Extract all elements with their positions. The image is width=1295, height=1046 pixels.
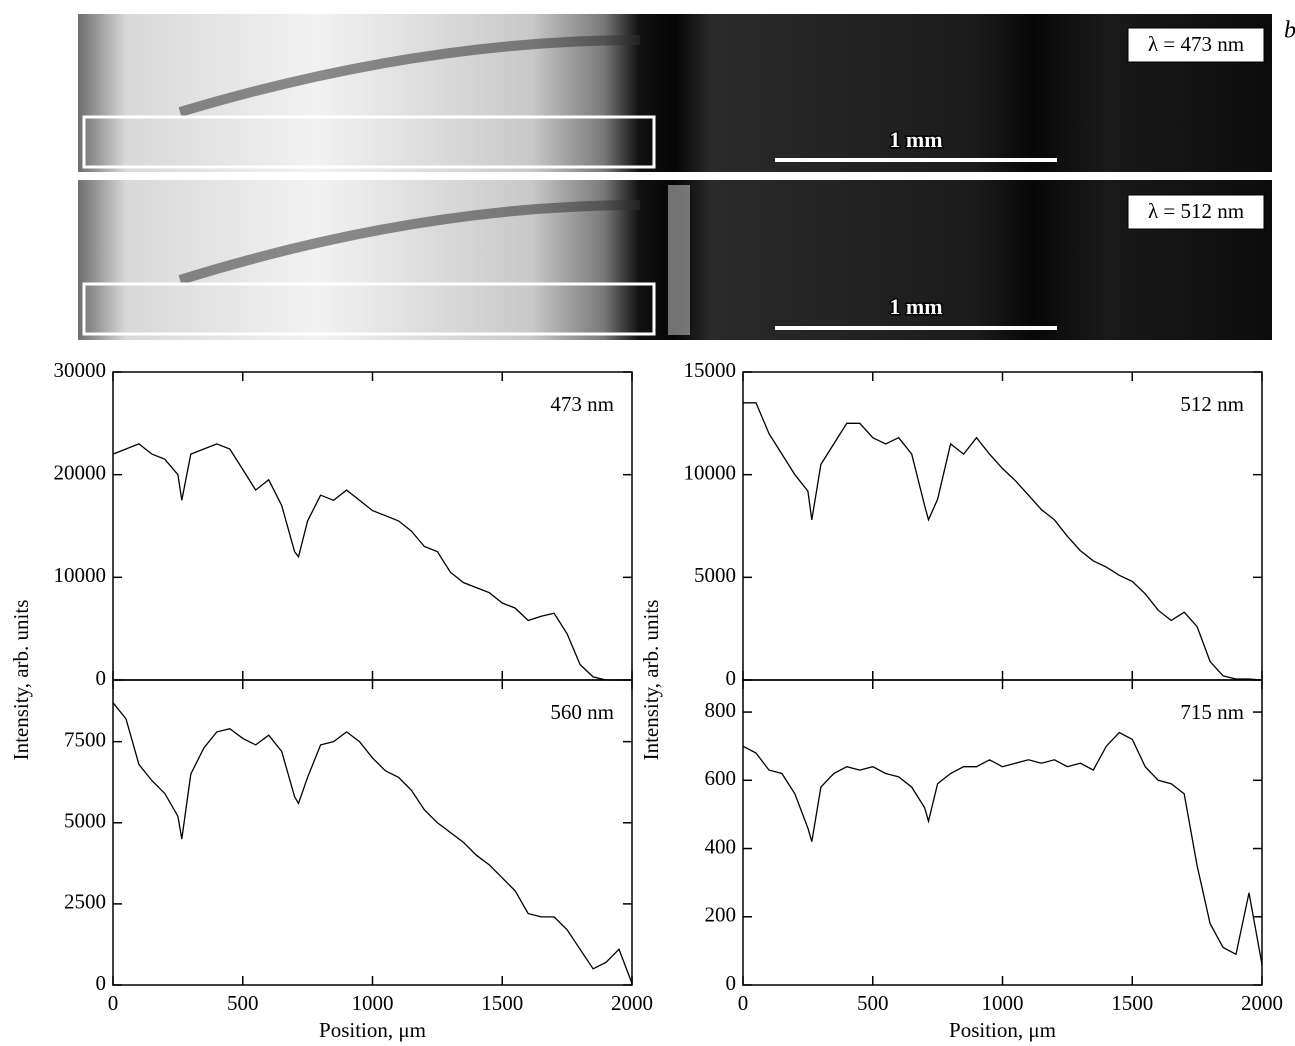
- annotation: 512 nm: [1180, 392, 1244, 416]
- y-axis-label: Intensity, arb. units: [639, 600, 663, 761]
- y-tick-label: 5000: [694, 563, 736, 587]
- y-tick-label: 2500: [64, 890, 106, 914]
- y-tick-label: 20000: [54, 460, 107, 484]
- x-tick-label: 1500: [1111, 991, 1153, 1015]
- x-tick-label: 2000: [1241, 991, 1283, 1015]
- plot-frame: [742, 371, 1263, 681]
- y-tick-label: 10000: [684, 460, 737, 484]
- data-line: [742, 731, 1263, 965]
- x-tick-label: 500: [857, 991, 889, 1015]
- y-tick-label: 800: [705, 698, 737, 722]
- annotation: 473 nm: [550, 392, 614, 416]
- y-tick-label: 5000: [64, 809, 106, 833]
- y-tick-label: 10000: [54, 563, 107, 587]
- y-tick-label: 0: [96, 666, 107, 690]
- x-tick-label: 1000: [352, 991, 394, 1015]
- data-line: [112, 443, 632, 681]
- y-tick-label: 400: [705, 834, 737, 858]
- y-tick-label: 0: [726, 666, 737, 690]
- y-tick-label: 0: [726, 971, 737, 995]
- annotation: 715 nm: [1180, 700, 1244, 724]
- y-axis-label: Intensity, arb. units: [9, 600, 33, 761]
- plot-frame: [742, 679, 1263, 986]
- scale-bar-label: 1 mm: [889, 294, 942, 319]
- y-tick-label: 600: [705, 766, 737, 790]
- micrograph-512: 1 mm λ = 512 nm: [78, 180, 1272, 340]
- x-tick-label: 1000: [982, 991, 1024, 1015]
- x-tick-label: 2000: [611, 991, 653, 1015]
- x-tick-label: 500: [227, 991, 259, 1015]
- data-line: [112, 702, 633, 984]
- wavelength-label: λ = 512 nm: [1148, 199, 1244, 223]
- plot-frame: [112, 679, 633, 986]
- x-axis-label: Position, μm: [319, 1018, 426, 1042]
- wavelength-label: λ = 473 nm: [1148, 32, 1244, 56]
- y-tick-label: 30000: [54, 358, 107, 382]
- x-axis-label: Position, μm: [949, 1018, 1056, 1042]
- data-line: [743, 402, 1263, 681]
- y-tick-label: 15000: [684, 358, 737, 382]
- y-tick-label: 7500: [64, 727, 106, 751]
- scale-bar-label: 1 mm: [889, 127, 942, 152]
- x-tick-label: 0: [108, 991, 119, 1015]
- plot-frame: [112, 371, 633, 681]
- x-tick-label: 0: [738, 991, 749, 1015]
- y-tick-label: 200: [705, 903, 737, 927]
- annotation: 560 nm: [550, 700, 614, 724]
- y-tick-label: 0: [96, 971, 107, 995]
- x-tick-label: 1500: [481, 991, 523, 1015]
- micrograph-473: 1 mm λ = 473 nm: [78, 14, 1272, 172]
- panel-label: b: [1284, 18, 1295, 44]
